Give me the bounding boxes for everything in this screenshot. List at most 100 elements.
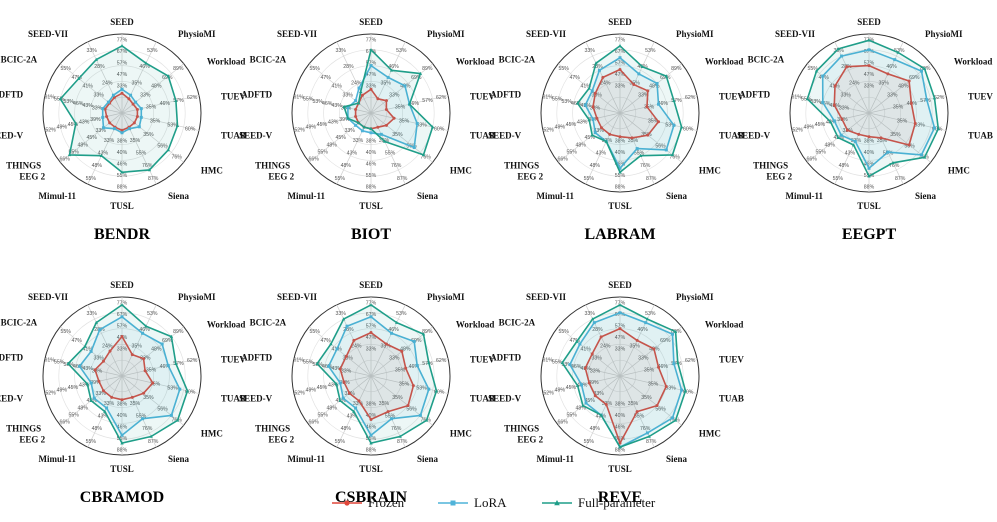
data-point — [178, 387, 182, 391]
axis-label: Siena — [168, 454, 190, 464]
axis-label: EEG 2 — [19, 435, 45, 445]
data-point — [594, 61, 598, 65]
data-point — [635, 410, 639, 414]
axis-label: PhysioMI — [676, 29, 714, 39]
axis-spoke — [834, 112, 870, 185]
tick-label: 46% — [139, 64, 150, 70]
tick-label: 49% — [57, 125, 68, 131]
tick-label: 33% — [593, 128, 604, 134]
tick-label: 45% — [584, 135, 595, 141]
tick-label: 45% — [68, 385, 79, 391]
tick-label: 47% — [321, 338, 332, 344]
data-point — [142, 391, 146, 395]
data-point — [618, 311, 622, 315]
data-point — [657, 120, 661, 124]
axis-label: PhysioMI — [178, 292, 216, 302]
data-point — [867, 174, 871, 178]
data-point — [106, 100, 110, 104]
tick-label: 33% — [86, 48, 97, 54]
data-point — [673, 329, 678, 333]
tick-label: 33% — [92, 105, 103, 111]
data-point — [424, 418, 429, 422]
data-point — [833, 84, 837, 88]
axis-spoke — [121, 95, 200, 114]
tick-label: 33% — [389, 92, 400, 98]
radar-panels: 33%47%57%67%77%35%46%53%33%48%69%89%35%4… — [0, 17, 993, 506]
tick-label: 46% — [388, 327, 399, 333]
data-point — [845, 128, 849, 132]
tick-label: 33% — [104, 138, 115, 144]
tick-label: 47% — [321, 75, 332, 81]
axis-label: TUAB — [719, 130, 744, 140]
data-point — [430, 125, 435, 129]
tick-label: 43% — [347, 414, 358, 420]
tick-label: 39% — [339, 117, 350, 123]
tick-label: 52% — [543, 390, 554, 396]
tick-label: 41% — [82, 347, 93, 353]
tick-label: 62% — [436, 95, 447, 101]
tick-label: 46% — [658, 101, 669, 107]
data-point — [329, 342, 333, 346]
tick-label: 61% — [543, 358, 554, 364]
axis-label: ADFTD — [0, 353, 24, 363]
series-line — [806, 39, 940, 177]
panel-title: CBRAMOD — [80, 489, 164, 506]
tick-label: 56% — [157, 143, 168, 149]
data-point — [421, 153, 426, 157]
tick-label: 77% — [366, 38, 377, 44]
data-point — [369, 315, 373, 319]
tick-label: 55% — [54, 360, 65, 366]
axis-label: PhysioMI — [925, 29, 963, 39]
tick-label: 67% — [117, 312, 128, 318]
tick-label: 33% — [590, 105, 601, 111]
data-point — [362, 125, 366, 129]
data-point — [936, 127, 941, 131]
axis-label: Mimul-11 — [287, 191, 325, 201]
tick-label: 88% — [117, 184, 128, 190]
legend-marker — [554, 500, 560, 506]
tick-label: 56% — [157, 406, 168, 412]
data-point — [579, 383, 583, 387]
tick-label: 35% — [893, 104, 904, 110]
data-point — [578, 342, 582, 346]
axis-label: Mimul-11 — [287, 454, 325, 464]
axis-label: EEG 2 — [268, 435, 294, 445]
data-point — [599, 126, 603, 130]
data-point — [101, 359, 105, 363]
data-point — [593, 394, 597, 398]
tick-label: 55% — [86, 176, 97, 182]
axis-label: SEED — [608, 280, 632, 290]
axis-label: SEED — [857, 17, 881, 27]
axis-label: ADFTD — [241, 353, 272, 363]
data-point — [99, 153, 104, 158]
axis-label: THINGS — [255, 424, 290, 434]
data-point — [646, 89, 650, 93]
tick-label: 55% — [552, 360, 563, 366]
data-point — [637, 72, 641, 76]
axis-spoke — [336, 112, 372, 185]
tick-label: 56% — [406, 406, 417, 412]
tick-label: 33% — [615, 347, 626, 353]
axis-label: SEED — [608, 17, 632, 27]
data-point — [120, 44, 124, 48]
axis-label: Siena — [417, 191, 439, 201]
data-point — [139, 115, 143, 119]
data-point — [652, 347, 656, 351]
axis-spoke — [370, 63, 433, 114]
data-point — [618, 68, 622, 72]
legend-label: Frozen — [368, 495, 405, 510]
tick-label: 87% — [895, 176, 906, 182]
data-point — [185, 389, 190, 393]
panel-title: BENDR — [94, 226, 150, 243]
tick-label: 35% — [644, 367, 655, 373]
tick-label: 33% — [93, 92, 104, 98]
tick-label: 60% — [683, 390, 694, 396]
data-point — [108, 349, 112, 353]
tick-label: 69% — [162, 338, 173, 344]
data-point — [341, 396, 345, 400]
axis-spoke — [542, 112, 621, 131]
data-point — [814, 69, 819, 73]
radar-chart: 33%47%57%67%77%35%46%53%33%48%69%89%35%4… — [239, 17, 495, 243]
axis-label: Mimul-11 — [536, 454, 574, 464]
tick-label: 87% — [148, 176, 159, 182]
